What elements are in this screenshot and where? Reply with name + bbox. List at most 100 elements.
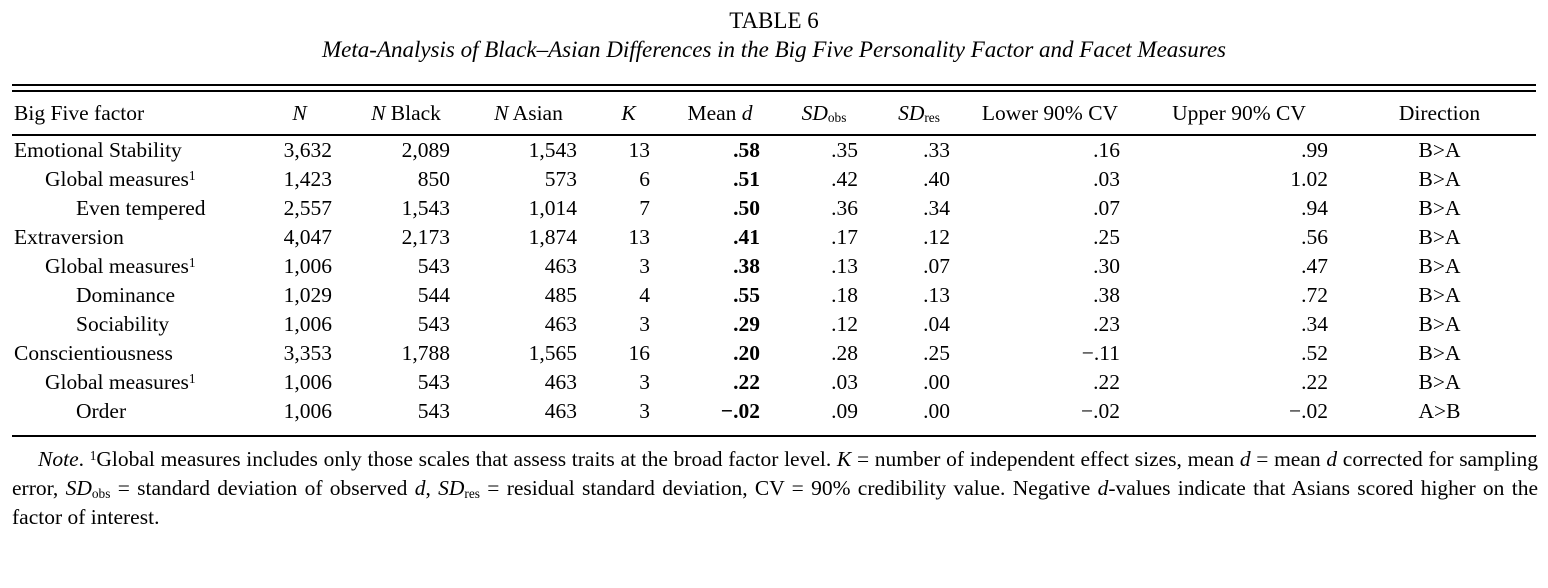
table-row: Global measures1 1,006 543 463 3 .22 .03 .00 .22… bbox=[12, 368, 1536, 397]
text-segment: K bbox=[621, 100, 636, 125]
footnote-marker: 1 bbox=[188, 371, 196, 387]
cell-direction: B>A bbox=[1418, 254, 1461, 278]
meta-analysis-table: Big Five factor N N Black N Asian K Mean d SDo… bbox=[12, 92, 1536, 426]
text-segment: -values indicate that Asians scored high… bbox=[12, 476, 1538, 529]
text-segment: SD bbox=[65, 476, 92, 500]
text-segment: Black bbox=[385, 100, 441, 125]
cell-n_black: 1,788 bbox=[401, 341, 450, 365]
cell-sd_obs: .13 bbox=[831, 254, 858, 278]
cell-lower_cv: .38 bbox=[1093, 283, 1120, 307]
cell-mean_d: .58 bbox=[733, 138, 760, 162]
cell-sd_obs: .35 bbox=[831, 138, 858, 162]
cell-n_asian: 463 bbox=[544, 370, 577, 394]
column-header-n_black: N Black bbox=[347, 92, 465, 136]
cell-mean_d: .38 bbox=[733, 254, 760, 278]
cell-sd_res: .00 bbox=[923, 399, 950, 423]
cell-sd_obs: .28 bbox=[831, 341, 858, 365]
table-title: Meta-Analysis of Black–Asian Differences… bbox=[321, 37, 1226, 62]
text-segment: d bbox=[1326, 447, 1338, 471]
column-header-n_asian: N Asian bbox=[465, 92, 592, 136]
cell-n_black: 543 bbox=[417, 312, 450, 336]
table-row: Even tempered 2,557 1,543 1,014 7 .50 .36 .34 .0… bbox=[12, 194, 1536, 223]
table-row: Conscientiousness 3,353 1,788 1,565 16 .20 .28… bbox=[12, 339, 1536, 368]
cell-direction: B>A bbox=[1418, 312, 1461, 336]
table-row: Global measures1 1,006 543 463 3 .38 .13 .07 .30… bbox=[12, 252, 1536, 281]
cell-factor: Sociability bbox=[12, 310, 252, 339]
cell-n_asian: 463 bbox=[544, 399, 577, 423]
cell-n: 1,006 bbox=[283, 312, 332, 336]
cell-k: 3 bbox=[639, 370, 650, 394]
column-header-sd_res: SDres bbox=[873, 92, 965, 136]
cell-n: 1,006 bbox=[283, 370, 332, 394]
text-segment: Upper 90% CV bbox=[1172, 100, 1306, 125]
text-segment: Direction bbox=[1398, 100, 1481, 125]
cell-factor: Global measures1 bbox=[12, 165, 252, 194]
column-header-sd_obs: SDobs bbox=[775, 92, 873, 136]
cell-sd_res: .07 bbox=[923, 254, 950, 278]
cell-k: 13 bbox=[628, 138, 651, 162]
text-segment: = residual standard deviation, CV = 90% … bbox=[479, 476, 1098, 500]
cell-k: 13 bbox=[628, 225, 651, 249]
text-segment: corrected for sampling error, bbox=[12, 447, 1539, 500]
column-header-lower_cv: Lower 90% CV bbox=[965, 92, 1135, 136]
cell-lower_cv: −.02 bbox=[1080, 399, 1120, 423]
text-segment: Mean bbox=[687, 100, 742, 125]
text-segment: SD bbox=[438, 476, 465, 500]
cell-upper_cv: 1.02 bbox=[1290, 167, 1328, 191]
cell-n_black: 543 bbox=[417, 370, 450, 394]
cell-n: 1,006 bbox=[283, 399, 332, 423]
cell-upper_cv: .47 bbox=[1301, 254, 1328, 278]
cell-n_black: 2,089 bbox=[401, 138, 450, 162]
cell-upper_cv: .99 bbox=[1301, 138, 1328, 162]
table-top-rule bbox=[12, 84, 1536, 92]
column-header-direction: Direction bbox=[1343, 92, 1536, 136]
cell-sd_res: .33 bbox=[923, 138, 950, 162]
text-segment: SD bbox=[898, 100, 925, 125]
text-segment: res bbox=[464, 485, 480, 501]
cell-sd_obs: .12 bbox=[831, 312, 858, 336]
factor-label: Sociability bbox=[76, 312, 170, 336]
cell-n_asian: 1,874 bbox=[528, 225, 577, 249]
factor-label: Extraversion bbox=[14, 225, 124, 249]
factor-label: Global measures bbox=[45, 254, 189, 278]
cell-sd_res: .00 bbox=[923, 370, 950, 394]
text-segment: d bbox=[1097, 476, 1109, 500]
cell-n_black: 2,173 bbox=[401, 225, 450, 249]
table-caption: TABLE 6 Meta-Analysis of Black–Asian Dif… bbox=[0, 0, 1548, 65]
cell-direction: B>A bbox=[1418, 138, 1461, 162]
text-segment: N bbox=[371, 100, 386, 125]
cell-sd_res: .12 bbox=[923, 225, 950, 249]
cell-factor: Even tempered bbox=[12, 194, 252, 223]
cell-direction: B>A bbox=[1418, 225, 1461, 249]
table-row: Order 1,006 543 463 3 −.02 .09 .00 −.02 −.02 A>B bbox=[12, 397, 1536, 426]
cell-n_asian: 1,543 bbox=[528, 138, 577, 162]
cell-n_black: 543 bbox=[417, 399, 450, 423]
cell-factor: Extraversion bbox=[12, 223, 252, 252]
cell-sd_res: .40 bbox=[923, 167, 950, 191]
cell-sd_obs: .18 bbox=[831, 283, 858, 307]
cell-factor: Global measures1 bbox=[12, 368, 252, 397]
cell-upper_cv: .52 bbox=[1301, 341, 1328, 365]
cell-lower_cv: .25 bbox=[1093, 225, 1120, 249]
cell-upper_cv: .34 bbox=[1301, 312, 1328, 336]
cell-sd_obs: .42 bbox=[831, 167, 858, 191]
cell-lower_cv: .03 bbox=[1093, 167, 1120, 191]
cell-n_asian: 485 bbox=[544, 283, 577, 307]
cell-n: 3,632 bbox=[283, 138, 332, 162]
factor-label: Global measures bbox=[45, 370, 189, 394]
table-body: Emotional Stability 3,632 2,089 1,543 13.58.… bbox=[12, 135, 1536, 426]
column-header-factor: Big Five factor bbox=[12, 92, 252, 136]
text-segment: = standard deviation of observed bbox=[110, 476, 415, 500]
factor-label: Order bbox=[76, 399, 127, 423]
text-segment: Global measures includes only those scal… bbox=[96, 447, 837, 471]
factor-label: Global measures bbox=[45, 167, 189, 191]
cell-n: 3,353 bbox=[283, 341, 332, 365]
cell-sd_res: .04 bbox=[923, 312, 950, 336]
factor-label: Even tempered bbox=[76, 196, 206, 220]
cell-factor: Dominance bbox=[12, 281, 252, 310]
cell-factor: Emotional Stability bbox=[12, 135, 252, 165]
cell-upper_cv: .94 bbox=[1301, 196, 1328, 220]
text-segment: = mean bbox=[1250, 447, 1327, 471]
text-segment: . bbox=[78, 447, 90, 471]
